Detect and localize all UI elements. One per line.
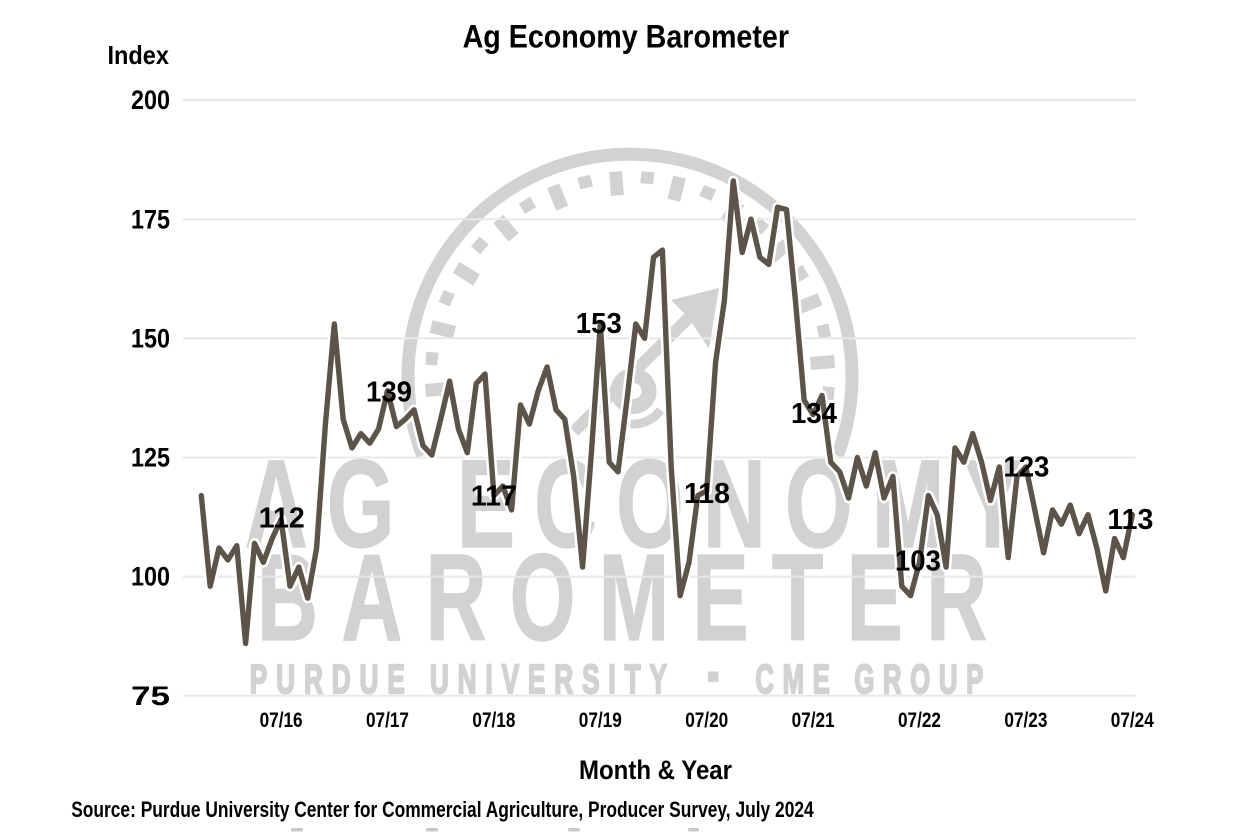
svg-text:Index: Index [108,40,170,70]
svg-text:07/24: 07/24 [1111,709,1154,732]
svg-text:Source: Purdue University Cent: Source: Purdue University Center for Com… [71,797,814,822]
svg-text:200: 200 [131,85,170,115]
svg-text:100: 100 [131,562,170,592]
svg-text:07/18: 07/18 [472,709,515,732]
svg-text:150: 150 [131,323,170,353]
svg-text:123: 123 [1003,452,1049,484]
svg-text:Month & Year: Month & Year [579,755,732,785]
svg-text:07/21: 07/21 [792,709,835,732]
svg-text:07/22: 07/22 [898,709,941,732]
svg-text:07/17: 07/17 [366,709,409,732]
svg-text:117: 117 [471,480,517,512]
svg-text:134: 134 [791,398,837,430]
svg-text:113: 113 [1107,504,1153,536]
svg-text:139: 139 [366,377,412,409]
svg-text:07/23: 07/23 [1004,709,1047,732]
svg-text:07/19: 07/19 [579,709,622,732]
svg-text:103: 103 [895,546,941,578]
svg-text:112: 112 [259,503,305,535]
svg-text:BAROMETER: BAROMETER [257,529,1010,667]
svg-text:Ag Economy Barometer: Ag Economy Barometer [463,19,790,55]
svg-text:175: 175 [131,204,170,234]
svg-text:118: 118 [684,478,730,510]
svg-text:125: 125 [131,443,170,473]
svg-text:153: 153 [576,308,622,340]
svg-text:07/20: 07/20 [685,709,728,732]
svg-text:07/16: 07/16 [260,709,303,732]
svg-text:75: 75 [131,681,170,711]
